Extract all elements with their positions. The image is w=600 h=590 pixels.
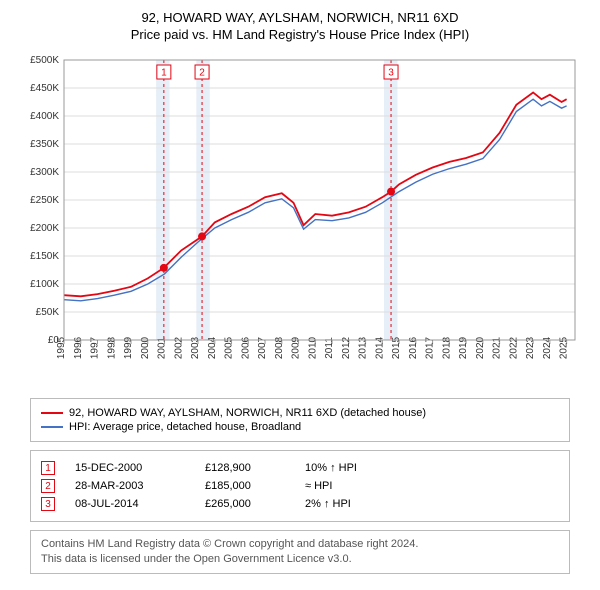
sale-price: £185,000 xyxy=(205,480,285,492)
legend-swatch xyxy=(41,426,63,428)
svg-text:2: 2 xyxy=(199,68,205,79)
sale-date: 28-MAR-2003 xyxy=(75,480,185,492)
sales-table: 1 15-DEC-2000 £128,900 10% ↑ HPI 2 28-MAR-200… xyxy=(30,450,570,522)
svg-text:3: 3 xyxy=(388,68,394,79)
sale-marker: 2 xyxy=(41,479,55,493)
sale-date: 15-DEC-2000 xyxy=(75,462,185,474)
title-line2: Price paid vs. HM Land Registry's House … xyxy=(10,27,590,42)
chart-title: 92, HOWARD WAY, AYLSHAM, NORWICH, NR11 6… xyxy=(10,10,590,42)
svg-text:£400K: £400K xyxy=(30,111,59,122)
svg-text:£250K: £250K xyxy=(30,195,59,206)
svg-text:£500K: £500K xyxy=(30,55,59,66)
legend: 92, HOWARD WAY, AYLSHAM, NORWICH, NR11 6… xyxy=(30,398,570,442)
chart-area: £0£50K£100K£150K£200K£250K£300K£350K£400… xyxy=(20,50,580,390)
svg-text:£450K: £450K xyxy=(30,83,59,94)
sale-row: 1 15-DEC-2000 £128,900 10% ↑ HPI xyxy=(41,461,559,475)
sale-row: 3 08-JUL-2014 £265,000 2% ↑ HPI xyxy=(41,497,559,511)
legend-label: 92, HOWARD WAY, AYLSHAM, NORWICH, NR11 6… xyxy=(69,407,426,419)
svg-text:£200K: £200K xyxy=(30,223,59,234)
sale-row: 2 28-MAR-2003 £185,000 ≈ HPI xyxy=(41,479,559,493)
legend-label: HPI: Average price, detached house, Broa… xyxy=(69,421,301,433)
sale-price: £265,000 xyxy=(205,498,285,510)
footer-line1: Contains HM Land Registry data © Crown c… xyxy=(41,537,559,552)
svg-text:£100K: £100K xyxy=(30,279,59,290)
legend-swatch xyxy=(41,412,63,414)
legend-item: 92, HOWARD WAY, AYLSHAM, NORWICH, NR11 6… xyxy=(41,407,559,419)
sale-marker: 3 xyxy=(41,497,55,511)
svg-text:£150K: £150K xyxy=(30,251,59,262)
footer-line2: This data is licensed under the Open Gov… xyxy=(41,552,559,567)
svg-text:£300K: £300K xyxy=(30,167,59,178)
attribution-footer: Contains HM Land Registry data © Crown c… xyxy=(30,530,570,574)
sale-hpi: 2% ↑ HPI xyxy=(305,498,395,510)
svg-text:1: 1 xyxy=(161,68,167,79)
sale-marker: 1 xyxy=(41,461,55,475)
legend-item: HPI: Average price, detached house, Broa… xyxy=(41,421,559,433)
sale-hpi: ≈ HPI xyxy=(305,480,395,492)
title-line1: 92, HOWARD WAY, AYLSHAM, NORWICH, NR11 6… xyxy=(10,10,590,25)
svg-text:£350K: £350K xyxy=(30,139,59,150)
sale-price: £128,900 xyxy=(205,462,285,474)
svg-text:£50K: £50K xyxy=(36,307,60,318)
sale-date: 08-JUL-2014 xyxy=(75,498,185,510)
line-chart: £0£50K£100K£150K£200K£250K£300K£350K£400… xyxy=(20,50,580,390)
sale-hpi: 10% ↑ HPI xyxy=(305,462,395,474)
